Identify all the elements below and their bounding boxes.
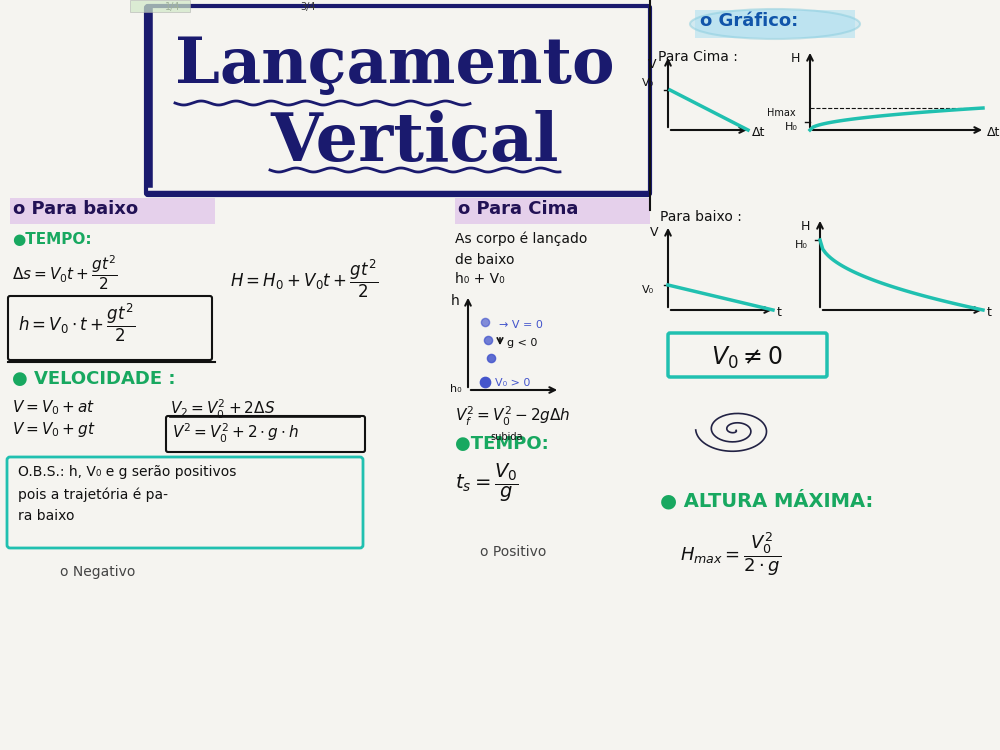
Text: 1/4: 1/4 <box>165 2 180 12</box>
Text: o Para baixo: o Para baixo <box>13 200 138 218</box>
Text: ● VELOCIDADE :: ● VELOCIDADE : <box>12 370 176 388</box>
Text: Para Cima :: Para Cima : <box>658 50 738 64</box>
Text: o Positivo: o Positivo <box>480 545 546 559</box>
Text: V₀: V₀ <box>642 78 654 88</box>
Text: H: H <box>801 220 810 233</box>
Text: Hmax: Hmax <box>767 108 796 118</box>
Point <box>477 316 493 328</box>
Text: H₀: H₀ <box>795 240 808 250</box>
Text: Δt: Δt <box>752 126 765 139</box>
Text: h₀: h₀ <box>450 384 462 394</box>
Bar <box>695 10 855 38</box>
Text: o Para Cima: o Para Cima <box>458 200 578 218</box>
Text: → V = 0: → V = 0 <box>499 320 543 330</box>
Text: Para baixo :: Para baixo : <box>660 210 742 224</box>
Text: $t_s = \dfrac{V_0}{g}$: $t_s = \dfrac{V_0}{g}$ <box>455 462 519 505</box>
Text: V: V <box>648 58 656 71</box>
Text: ● ALTURA MÁXIMA:: ● ALTURA MÁXIMA: <box>660 490 873 511</box>
Text: 3/4: 3/4 <box>300 2 316 12</box>
Bar <box>130 0 190 12</box>
Text: V: V <box>650 226 658 239</box>
Text: $V = V_0 + at$: $V = V_0 + at$ <box>12 398 95 417</box>
Text: V₀: V₀ <box>642 285 654 295</box>
Text: Lançamento: Lançamento <box>175 35 614 96</box>
Text: $V_f^2 = V_0^2 - 2g\Delta h$: $V_f^2 = V_0^2 - 2g\Delta h$ <box>455 405 571 428</box>
Text: h₀ + V₀: h₀ + V₀ <box>455 272 505 286</box>
Text: O.B.S.: h, V₀ e g serão positivos
pois a trajetória é pa-
ra baixo: O.B.S.: h, V₀ e g serão positivos pois a… <box>18 465 236 524</box>
Text: o Negativo: o Negativo <box>60 565 135 579</box>
Text: $V_0 \neq 0$: $V_0 \neq 0$ <box>711 345 783 371</box>
Text: ●TEMPO:: ●TEMPO: <box>455 435 549 453</box>
Point <box>483 352 499 364</box>
Ellipse shape <box>690 9 860 39</box>
Text: $H_{max} = \dfrac{V_0^2}{2 \cdot g}$: $H_{max} = \dfrac{V_0^2}{2 \cdot g}$ <box>680 530 781 578</box>
Text: As corpo é lançado
de baixo: As corpo é lançado de baixo <box>455 232 587 267</box>
Point <box>477 376 493 388</box>
Text: t: t <box>987 306 992 319</box>
Bar <box>455 198 650 224</box>
Text: $h = V_0 \cdot t + \dfrac{gt^2}{2}$: $h = V_0 \cdot t + \dfrac{gt^2}{2}$ <box>18 302 135 344</box>
Text: ●TEMPO:: ●TEMPO: <box>12 232 92 247</box>
Text: $\Delta s = V_0 t + \dfrac{gt^2}{2}$: $\Delta s = V_0 t + \dfrac{gt^2}{2}$ <box>12 254 118 292</box>
Bar <box>10 198 215 224</box>
Text: subida: subida <box>490 432 522 442</box>
Text: t: t <box>777 306 782 319</box>
Text: g < 0: g < 0 <box>507 338 537 348</box>
Text: $H = H_0 + V_0 t + \dfrac{gt^2}{2}$: $H = H_0 + V_0 t + \dfrac{gt^2}{2}$ <box>230 258 378 300</box>
Text: Δt: Δt <box>987 126 1000 139</box>
Point <box>480 334 496 346</box>
Text: H₀: H₀ <box>785 122 798 132</box>
Text: o Gráfico:: o Gráfico: <box>700 12 798 30</box>
Text: Vertical: Vertical <box>270 110 558 175</box>
Text: H: H <box>791 52 800 65</box>
Text: $V = V_0 + gt$: $V = V_0 + gt$ <box>12 420 96 439</box>
Text: $V^2 = V_0^2 + 2 \cdot g \cdot h$: $V^2 = V_0^2 + 2 \cdot g \cdot h$ <box>172 422 299 445</box>
Text: V₀ > 0: V₀ > 0 <box>495 378 530 388</box>
Text: $V_2 = V_0^2 + 2\Delta S$: $V_2 = V_0^2 + 2\Delta S$ <box>170 398 275 422</box>
Text: h: h <box>451 294 460 308</box>
